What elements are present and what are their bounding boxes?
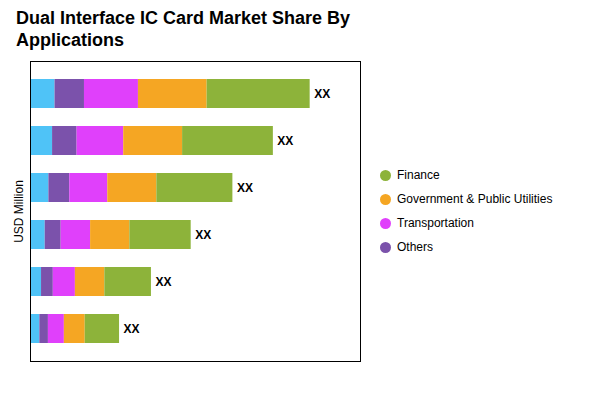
svg-text:XX: XX [237,181,253,195]
svg-text:XX: XX [195,228,211,242]
svg-text:XX: XX [124,322,140,336]
svg-text:XX: XX [314,87,330,101]
html-text:Transportation: Transportation [397,216,474,231]
svg-text:XX: XX [277,134,293,148]
html-text:Dual Interface IC Card Market: Dual Interface IC Card Market Share By A… [16,8,351,50]
html-text:Others: Others [397,240,433,255]
html-text:Finance: Finance [397,168,440,183]
svg-text:USD Million: USD Million [12,180,26,243]
html-text:Government & Public Utilities: Government & Public Utilities [397,192,553,207]
svg-text:XX: XX [155,275,171,289]
